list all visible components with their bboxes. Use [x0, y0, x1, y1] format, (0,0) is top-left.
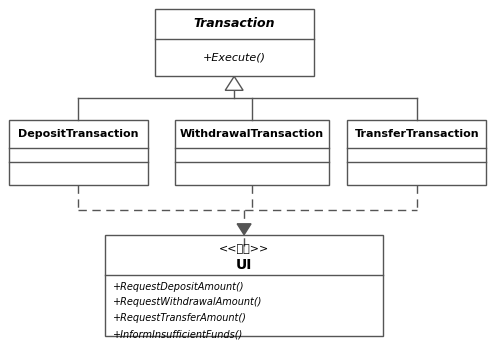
Text: UI: UI [236, 258, 252, 272]
Text: +RequestDepositAmount(): +RequestDepositAmount() [113, 282, 245, 292]
Bar [174, 120, 329, 185]
Text: +Execute(): +Execute() [203, 52, 266, 62]
Bar [105, 235, 383, 336]
Text: +InformInsufficientFunds(): +InformInsufficientFunds() [113, 329, 243, 339]
Bar [347, 120, 487, 185]
Bar [155, 9, 314, 76]
Polygon shape [225, 76, 243, 90]
Text: <<接口>>: <<接口>> [219, 244, 269, 254]
Text: Transaction: Transaction [193, 17, 275, 30]
Text: TransferTransaction: TransferTransaction [355, 129, 479, 139]
Text: +RequestTransferAmount(): +RequestTransferAmount() [113, 313, 247, 323]
Polygon shape [237, 224, 251, 235]
Text: WithdrawalTransaction: WithdrawalTransaction [179, 129, 324, 139]
Bar [8, 120, 148, 185]
Text: DepositTransaction: DepositTransaction [18, 129, 139, 139]
Text: +RequestWithdrawalAmount(): +RequestWithdrawalAmount() [113, 297, 262, 307]
